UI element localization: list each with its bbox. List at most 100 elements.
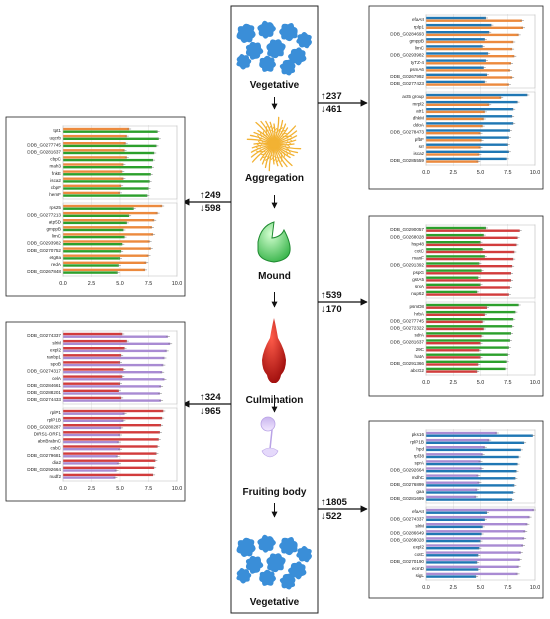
- expression-bar: [426, 108, 514, 111]
- gene-label: abnBrabnC: [38, 439, 62, 444]
- gene-label: DDB_G0286649: [390, 530, 424, 535]
- aggregation-stream: [274, 119, 284, 141]
- aggregation-stream: [276, 145, 295, 157]
- gene-label: rplp1: [414, 24, 425, 29]
- gene-label: fnkE: [52, 171, 61, 176]
- expression-bar: [426, 441, 525, 444]
- expression-bar: [63, 426, 122, 430]
- expression-bar: [63, 412, 125, 415]
- expression-bar: [426, 115, 513, 118]
- gene-label: ddoA: [413, 123, 425, 128]
- gene-label: 29C: [416, 347, 425, 352]
- gene-label: DDB_G0285559: [390, 158, 424, 163]
- gene-label: manF: [412, 256, 424, 261]
- expression-bar: [426, 146, 481, 149]
- gene-label: expl2: [50, 347, 61, 352]
- expression-bar: [426, 525, 483, 529]
- gene-label: atr1: [416, 108, 424, 113]
- gene-label: dhkM: [413, 115, 424, 120]
- expression-bar: [426, 306, 488, 309]
- expression-bar: [426, 62, 512, 65]
- expression-bar: [426, 47, 513, 51]
- expression-bar: [426, 508, 534, 512]
- expression-bar: [63, 440, 119, 444]
- expression-bar: [426, 272, 512, 275]
- expression-bar: [63, 438, 159, 441]
- expression-bar: [426, 334, 482, 338]
- gene-label: nup62: [411, 291, 424, 296]
- expression-bar: [426, 547, 480, 550]
- x-tick-label: 0.0: [422, 170, 430, 176]
- upregulated-count-fruit-veg: ↑1805: [321, 497, 348, 508]
- gene-label: DDB_G0292664: [390, 468, 424, 473]
- expression-bar: [63, 130, 158, 133]
- expression-bar: [63, 371, 163, 374]
- expression-bar: [63, 419, 124, 422]
- aggregation-stream: [275, 146, 293, 167]
- expression-bar: [426, 303, 519, 307]
- expression-bar: [426, 117, 484, 121]
- expression-bar: [426, 367, 506, 371]
- expression-bar: [426, 59, 486, 62]
- x-tick-label: 0.0: [422, 585, 430, 591]
- expression-bar: [426, 236, 518, 239]
- expression-bar: [426, 339, 510, 342]
- expression-bar: [63, 233, 154, 236]
- gene-label: hpd: [416, 446, 424, 451]
- expression-bar: [63, 187, 149, 190]
- expression-bar: [63, 476, 116, 479]
- expression-bar: [63, 228, 124, 232]
- x-tick-label: 7.5: [504, 585, 512, 591]
- expression-bar: [426, 290, 478, 294]
- expression-bar: [426, 370, 478, 373]
- aggregation-stream: [272, 147, 275, 165]
- x-tick-label: 5.0: [477, 585, 485, 591]
- expression-bar: [63, 207, 134, 210]
- x-tick-label: 0.0: [59, 281, 67, 287]
- aggregation-stream: [253, 131, 272, 143]
- expression-bar: [63, 466, 155, 469]
- expression-bar: [426, 110, 485, 114]
- expression-bar: [426, 286, 510, 289]
- x-tick-label: 5.0: [116, 281, 124, 287]
- expression-bar: [63, 137, 159, 140]
- aggregation-stream: [249, 134, 271, 144]
- expression-bar: [63, 257, 120, 260]
- stage-label-aggregation: Aggregation: [245, 173, 304, 184]
- expression-bar: [63, 416, 163, 420]
- expression-bar: [426, 353, 508, 356]
- gene-label: DDB_G0277213: [27, 212, 61, 217]
- downregulated-count-veg-agg: ↓461: [321, 104, 342, 115]
- aggregation-stream: [255, 121, 273, 142]
- expression-bar: [426, 16, 486, 20]
- expression-bar: [63, 368, 124, 371]
- axes-frame: [425, 506, 536, 581]
- expression-bar: [63, 268, 146, 272]
- gene-label: DDB_G0274337: [27, 333, 61, 338]
- gene-label: DDB_G0274317: [27, 369, 61, 374]
- gene-label: redA: [51, 262, 62, 267]
- expression-bar: [63, 342, 171, 345]
- expression-bar: [426, 470, 517, 473]
- expression-bar: [426, 356, 481, 359]
- axes-frame: [425, 91, 536, 166]
- expression-bar: [63, 250, 122, 253]
- expression-bar: [426, 511, 488, 514]
- x-tick-label: 7.5: [145, 281, 153, 287]
- expression-bar: [426, 143, 508, 146]
- aggregation-stream: [274, 116, 280, 141]
- expression-bar: [63, 473, 154, 477]
- expression-bar: [426, 83, 509, 86]
- gene-label: ranbp1: [47, 354, 62, 359]
- aggregation-stream: [275, 146, 288, 168]
- expression-bar: [63, 389, 119, 392]
- aggregation-stream: [251, 145, 272, 163]
- gene-label: pks16: [412, 432, 425, 437]
- gene-label: DDB_G0274337: [390, 516, 424, 521]
- expression-bar: [426, 73, 488, 76]
- gene-label: iscaz: [414, 151, 425, 156]
- axes-frame: [62, 407, 178, 482]
- expression-bar: [426, 19, 522, 22]
- expression-bar: [426, 558, 520, 561]
